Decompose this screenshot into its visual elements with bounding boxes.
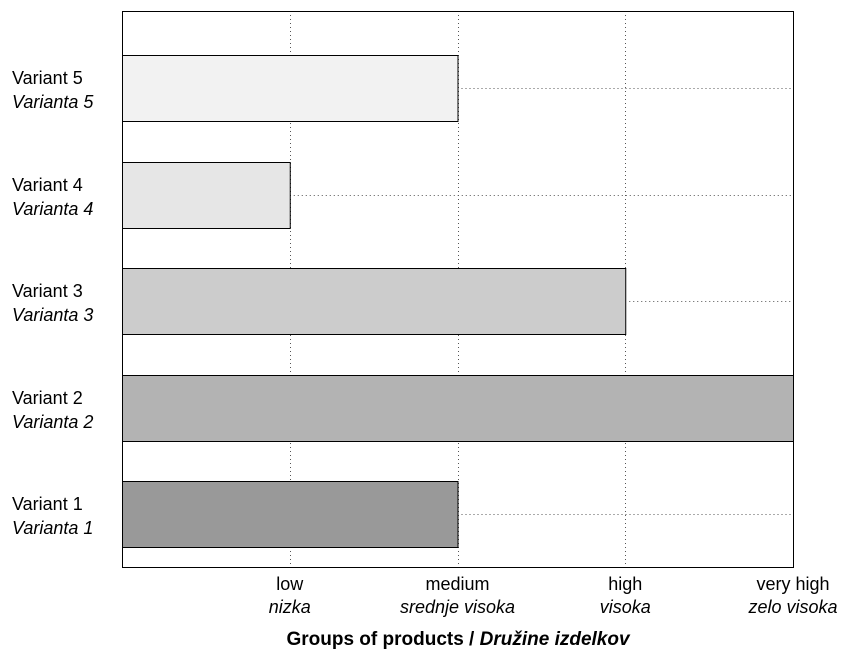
bars — [122, 55, 794, 548]
x-tick-label-sl-2: srednje visoka — [400, 597, 515, 617]
category-label-5: Variant 5 — [12, 68, 83, 88]
x-tick-label-sl-1: nizka — [269, 597, 311, 617]
category-label-sl-1: Varianta 1 — [12, 518, 93, 538]
category-label-sl-4: Varianta 4 — [12, 199, 93, 219]
category-label-4: Variant 4 — [12, 175, 83, 195]
category-label-sl-5: Varianta 5 — [12, 92, 94, 112]
x-tick-label-2: medium — [425, 574, 489, 594]
category-label-sl-2: Varianta 2 — [12, 412, 93, 432]
x-tick-labels: low nizka medium srednje visoka high visoka ve… — [269, 574, 838, 617]
bar-variant-3 — [122, 268, 627, 335]
x-tick-label-4: very high — [756, 574, 829, 594]
plot-area-frame — [122, 11, 794, 568]
category-label-3: Variant 3 — [12, 281, 83, 301]
x-axis-title-en: Groups of products / — [286, 629, 479, 650]
category-label-1: Variant 1 — [12, 494, 83, 514]
category-label-sl-3: Varianta 3 — [12, 305, 93, 325]
x-tick-label-3: high — [608, 574, 642, 594]
bar-variant-2 — [122, 375, 794, 442]
x-tick-label-1: low — [276, 574, 304, 594]
x-tick-label-sl-3: visoka — [600, 597, 651, 617]
x-tick-label-sl-4: zelo visoka — [747, 597, 837, 617]
bar-variant-1 — [122, 481, 459, 548]
bar-variant-4 — [122, 162, 291, 229]
x-axis-title: Groups of products / Družine izdelkov — [286, 629, 631, 650]
bar-variant-5 — [122, 55, 459, 122]
category-labels: Variant 1 Varianta 1 Variant 2 Varianta 2 Va… — [12, 68, 94, 538]
x-axis-title-sl: Družine izdelkov — [480, 629, 631, 650]
category-label-2: Variant 2 — [12, 388, 83, 408]
bar-extension-lines — [293, 88, 793, 515]
